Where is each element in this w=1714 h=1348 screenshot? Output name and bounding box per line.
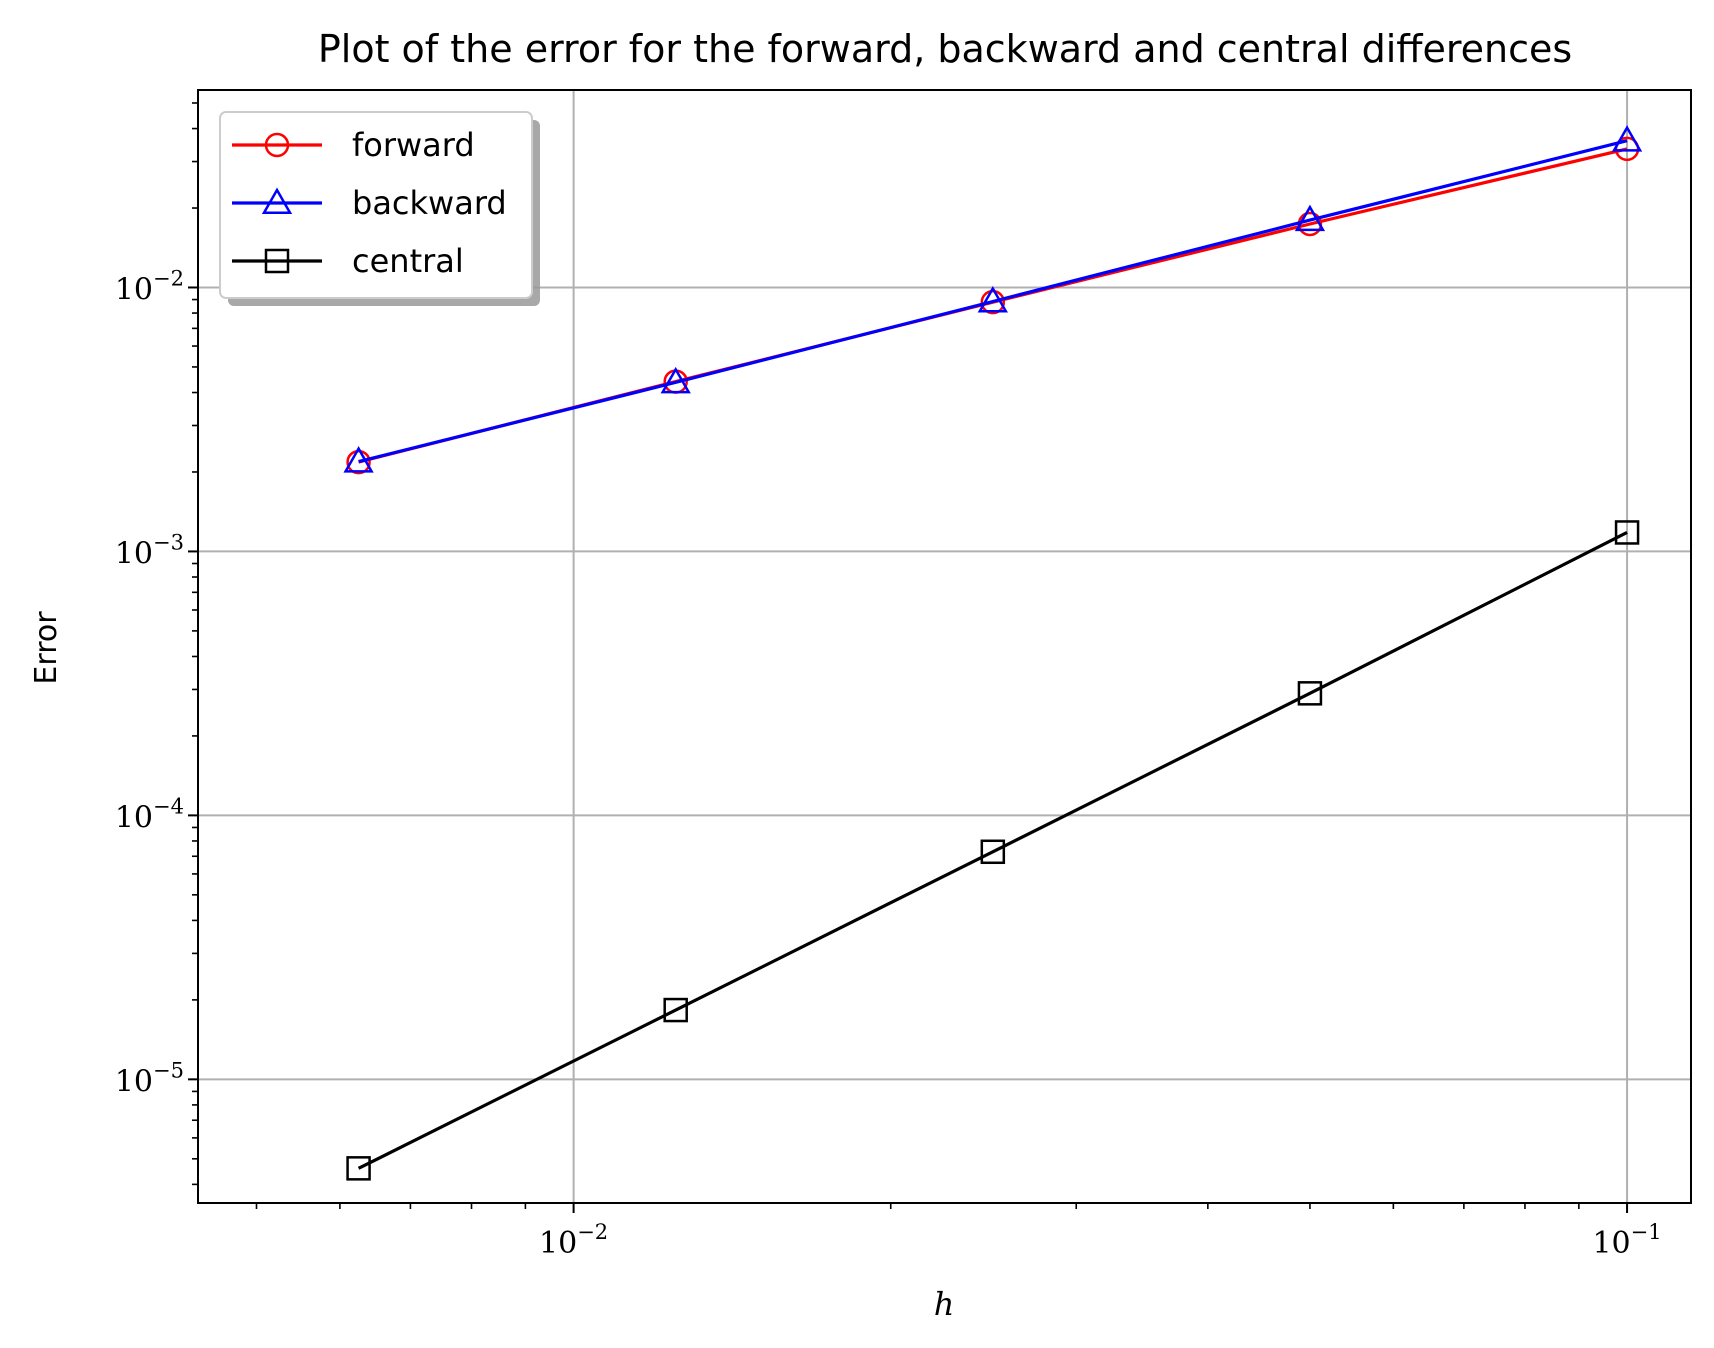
data-point-central xyxy=(663,997,688,1023)
series-backward xyxy=(343,125,1643,473)
legend-entry-forward: forward xyxy=(232,126,475,164)
plot-frame xyxy=(197,89,1692,1204)
grid xyxy=(198,90,1691,1203)
legend: forward backward central xyxy=(219,111,540,306)
y-tick-label: 10−3 xyxy=(115,530,184,571)
data-point-backward xyxy=(1611,125,1643,152)
data-point-central xyxy=(346,1156,371,1181)
data-point-backward xyxy=(660,366,691,394)
legend-label-central: central xyxy=(352,242,464,280)
series-central xyxy=(346,520,1640,1181)
chart-title: Plot of the error for the forward, backw… xyxy=(318,27,1572,71)
data-point-backward xyxy=(1294,204,1326,232)
x-tick-label: 10−1 xyxy=(1592,1220,1661,1261)
data-point-backward xyxy=(977,285,1008,313)
legend-label-backward: backward xyxy=(352,184,507,222)
legend-marker-forward xyxy=(264,132,290,158)
series-layer xyxy=(343,125,1643,1181)
y-axis-label: Error xyxy=(29,611,64,685)
legend-label-forward: forward xyxy=(352,126,475,164)
legend-entry-backward: backward xyxy=(232,184,507,222)
data-point-central xyxy=(1614,520,1640,545)
legend-box xyxy=(219,111,533,299)
legend-entries: forward backward central xyxy=(232,126,507,280)
data-point-backward xyxy=(343,446,374,473)
legend-entry-central: central xyxy=(232,242,464,280)
data-point-central xyxy=(980,839,1006,865)
data-point-central xyxy=(1297,681,1323,706)
y-tick-label: 10−5 xyxy=(115,1058,184,1099)
series-line-central xyxy=(357,531,1628,1170)
y-tick-label: 10−2 xyxy=(115,266,184,307)
x-tick-label: 10−2 xyxy=(539,1220,608,1261)
y-tick-label: 10−4 xyxy=(115,794,184,835)
legend-marker-central xyxy=(264,248,290,274)
legend-marker-backward xyxy=(261,187,293,214)
axis-ticks: 10−2 10−1 10−5 10−4 10−3 10−2 xyxy=(115,102,1662,1261)
data-point-forward xyxy=(346,449,371,475)
x-axis-label: h xyxy=(934,1285,955,1323)
series-line-backward xyxy=(358,139,1628,464)
data-point-forward xyxy=(980,289,1006,315)
